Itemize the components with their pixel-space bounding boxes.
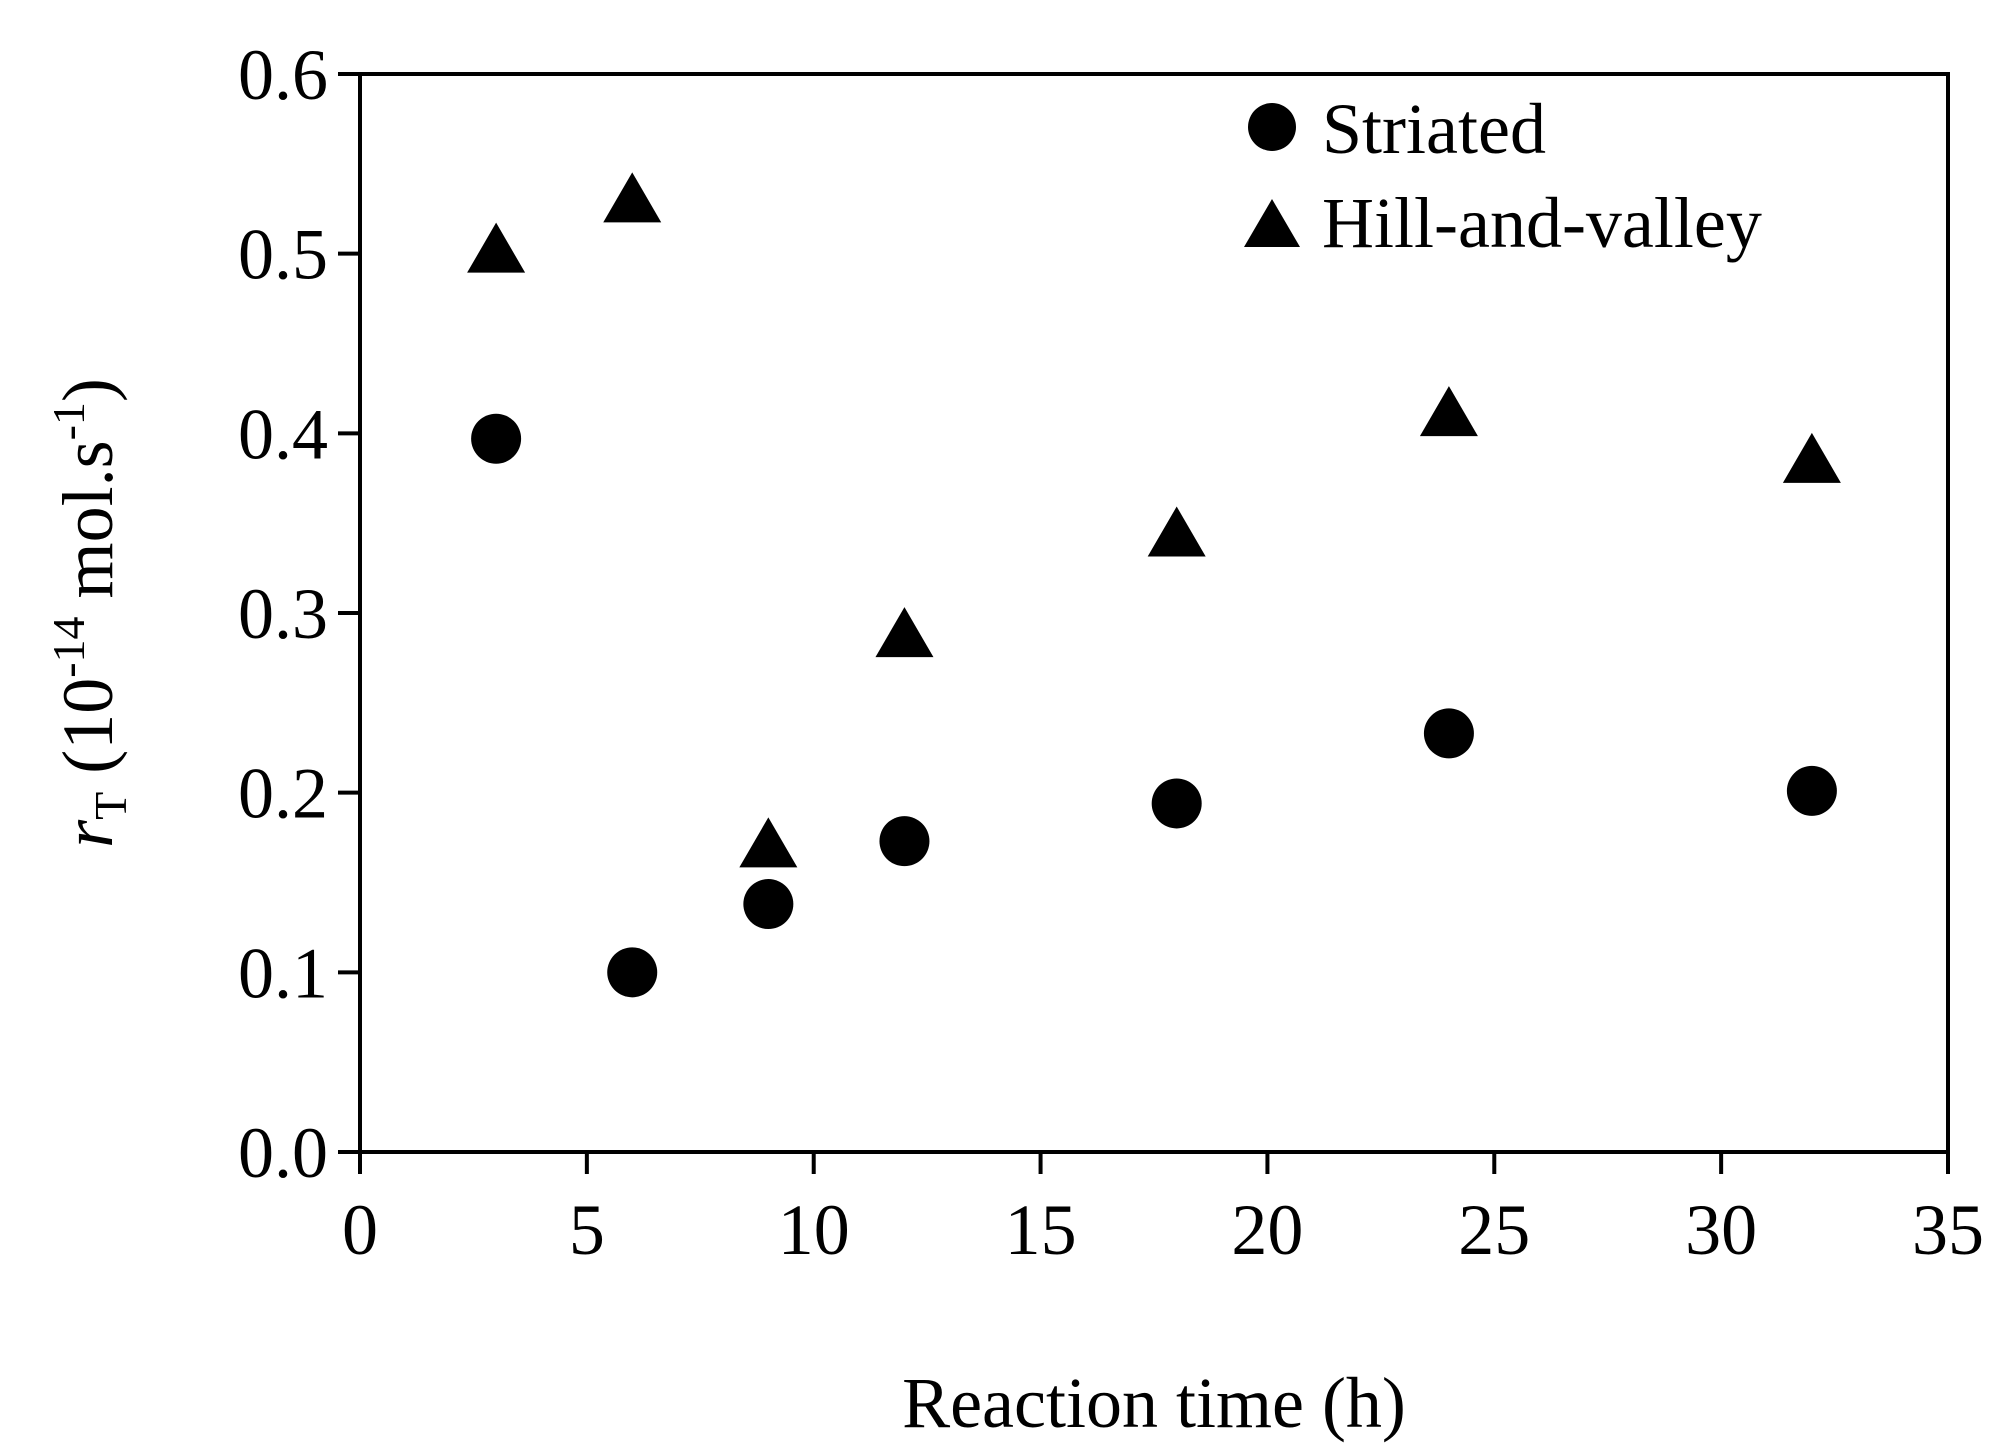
striated-point [743, 879, 794, 930]
x-tick-label: 15 [1005, 1190, 1077, 1270]
y-tick-label: 0.3 [238, 574, 328, 654]
y-axis-tick-labels: 0.0 0.1 0.2 0.3 0.4 0.5 0.6 [238, 35, 328, 1193]
x-tick-label: 0 [342, 1190, 378, 1270]
striated-point [607, 947, 658, 998]
y-axis-title-subscript: T [85, 792, 136, 820]
legend: Striated Hill-and-valley [1244, 89, 1762, 263]
hill-and-valley-point [1147, 506, 1206, 557]
x-axis-ticks [358, 1152, 1950, 1174]
hill-and-valley-point [739, 817, 798, 868]
legend-circle-marker [1248, 103, 1296, 151]
y-axis-title: rT (10-14 mol.s-1) [43, 378, 136, 848]
y-tick-label: 0.4 [238, 394, 328, 474]
x-axis-title: Reaction time (h) [902, 1363, 1406, 1443]
x-tick-label: 10 [778, 1190, 850, 1270]
y-axis-title-exponent1: -14 [43, 616, 94, 677]
y-axis-title-unit: mol.s [48, 440, 128, 616]
y-axis-title-open: (10 [48, 678, 128, 774]
striated-point [879, 816, 930, 867]
legend-triangle-marker [1244, 199, 1300, 247]
x-axis-tick-labels: 0 5 10 15 20 25 30 35 [342, 1190, 1984, 1270]
x-tick-label: 20 [1231, 1190, 1303, 1270]
x-tick-label: 35 [1912, 1190, 1984, 1270]
y-axis-title-exponent2: -1 [43, 402, 94, 440]
hill-and-valley-point [467, 222, 526, 273]
striated-point [1786, 765, 1837, 816]
striated-point [1423, 708, 1474, 759]
x-tick-label: 25 [1458, 1190, 1530, 1270]
y-tick-label: 0.2 [238, 754, 328, 834]
striated-point [471, 413, 522, 464]
y-tick-label: 0.6 [238, 35, 328, 115]
y-axis-title-close: ) [48, 378, 128, 402]
y-axis-ticks [338, 72, 360, 1154]
y-tick-label: 0.5 [238, 215, 328, 295]
x-tick-label: 30 [1685, 1190, 1757, 1270]
x-tick-label: 5 [569, 1190, 605, 1270]
hill-and-valley-point [603, 172, 662, 223]
hill-and-valley-point [1782, 432, 1841, 483]
y-axis-title-symbol: r [48, 819, 128, 848]
hill-and-valley-point [1419, 386, 1478, 437]
legend-label-hill-and-valley: Hill-and-valley [1322, 183, 1762, 263]
striated-point [1151, 778, 1202, 829]
hill-and-valley-point [875, 607, 934, 658]
data-markers [467, 172, 1841, 998]
y-tick-label: 0.0 [238, 1113, 328, 1193]
legend-label-striated: Striated [1322, 89, 1546, 169]
y-tick-label: 0.1 [238, 933, 328, 1013]
